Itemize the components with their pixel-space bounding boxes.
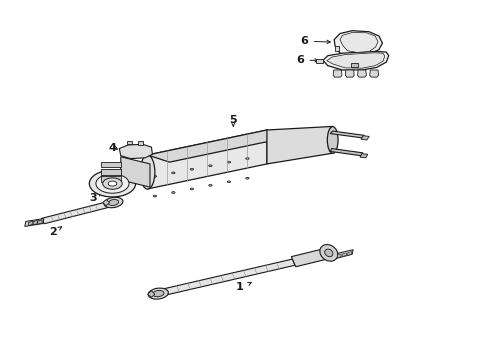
Ellipse shape [320,244,338,261]
Ellipse shape [325,249,333,257]
Polygon shape [147,291,155,297]
Ellipse shape [152,291,164,297]
Polygon shape [335,46,339,51]
Text: 2: 2 [49,227,56,237]
Ellipse shape [153,176,157,177]
Polygon shape [25,219,44,226]
Ellipse shape [327,127,338,153]
Polygon shape [267,126,333,164]
Text: 6: 6 [296,55,304,65]
Polygon shape [147,130,267,189]
Ellipse shape [140,155,155,189]
Polygon shape [351,63,358,67]
Polygon shape [345,70,354,77]
Polygon shape [121,157,150,187]
Polygon shape [358,70,367,77]
Polygon shape [330,131,365,138]
Ellipse shape [172,172,175,174]
Polygon shape [348,252,352,255]
Text: 3: 3 [89,193,97,203]
Text: 5: 5 [229,115,237,125]
Ellipse shape [227,161,231,163]
Ellipse shape [96,174,129,193]
Polygon shape [292,249,325,267]
Ellipse shape [89,170,136,197]
Polygon shape [361,136,369,140]
Polygon shape [101,169,121,175]
Ellipse shape [209,165,212,167]
Polygon shape [101,162,121,167]
Ellipse shape [103,178,122,189]
Polygon shape [360,154,368,158]
Polygon shape [127,141,132,144]
Polygon shape [333,249,353,259]
Polygon shape [101,176,121,182]
Polygon shape [33,221,38,225]
Polygon shape [42,202,107,224]
Polygon shape [161,259,295,296]
Ellipse shape [108,181,117,186]
Ellipse shape [227,181,231,183]
Polygon shape [138,141,143,145]
Ellipse shape [148,288,169,299]
Ellipse shape [108,199,119,206]
Polygon shape [340,32,378,53]
Polygon shape [28,221,33,225]
Polygon shape [147,130,289,162]
Polygon shape [323,51,389,70]
Polygon shape [337,254,341,258]
Polygon shape [119,144,152,158]
Polygon shape [316,59,323,63]
Text: 4: 4 [109,143,117,153]
Ellipse shape [209,184,212,186]
Ellipse shape [153,195,157,197]
Polygon shape [333,70,342,77]
Text: 6: 6 [300,36,308,46]
Polygon shape [334,31,382,56]
Ellipse shape [172,192,175,193]
Polygon shape [38,220,42,224]
Polygon shape [343,253,346,256]
Ellipse shape [245,177,249,179]
Polygon shape [330,149,363,156]
Ellipse shape [190,188,194,190]
Ellipse shape [190,168,194,170]
Ellipse shape [104,197,123,208]
Ellipse shape [245,158,249,159]
Text: 1: 1 [235,282,243,292]
Polygon shape [327,53,385,68]
Polygon shape [103,200,110,206]
Polygon shape [370,70,378,77]
